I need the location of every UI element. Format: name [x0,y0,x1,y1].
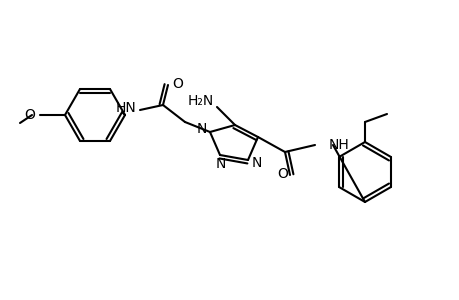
Text: N: N [196,122,207,136]
Text: NH: NH [328,138,349,152]
Text: O: O [172,77,183,91]
Text: H₂N: H₂N [187,94,213,108]
Text: N: N [251,156,262,170]
Text: HN: HN [115,101,136,115]
Text: O: O [24,108,35,122]
Text: N: N [215,157,226,171]
Text: O: O [277,167,288,181]
